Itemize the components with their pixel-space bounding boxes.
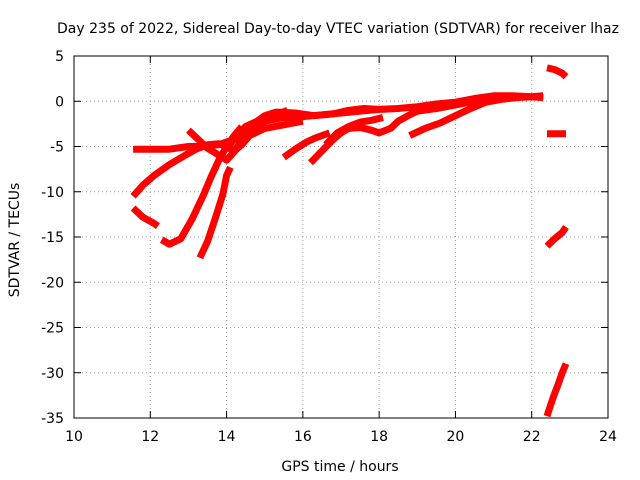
x-axis-label: GPS time / hours (281, 459, 398, 475)
series-track-7 (223, 105, 380, 153)
series-track-2 (130, 117, 304, 199)
series-track-8 (281, 129, 331, 161)
y-tick-label: -15 (41, 230, 64, 246)
series-track-3 (130, 205, 160, 229)
y-tick-label: -30 (41, 366, 64, 382)
y-tick-label: 5 (55, 49, 64, 65)
series-track-5 (196, 165, 234, 260)
x-tick-label: 22 (523, 429, 541, 445)
y-axis-label: SDTVAR / TECUs (7, 183, 23, 298)
y-tick-label: -20 (41, 275, 64, 291)
x-tick-label: 10 (65, 429, 83, 445)
series-track-6 (186, 107, 289, 164)
y-tick-label: -10 (41, 185, 64, 201)
series-track-10 (323, 114, 384, 148)
y-tick-label: -25 (41, 321, 64, 337)
x-tick-label: 14 (218, 429, 236, 445)
x-tick-label: 18 (370, 429, 388, 445)
x-tick-label: 20 (447, 429, 465, 445)
series-track-15 (543, 362, 570, 418)
chart-title: Day 235 of 2022, Sidereal Day-to-day VTE… (57, 21, 619, 37)
series-track-11 (408, 92, 544, 139)
plot-area (130, 64, 570, 418)
x-tick-label: 12 (141, 429, 159, 445)
y-tick-label: 0 (55, 94, 64, 110)
y-tick-label: -35 (41, 411, 64, 427)
y-tick-label: -5 (50, 140, 64, 156)
series-track-12 (546, 64, 569, 80)
axis-ticks: 10 12 14 16 18 20 22 24 5 0 -5 -10 -15 -20 -25 -30 -35 (41, 49, 617, 445)
x-tick-label: 24 (599, 429, 617, 445)
x-tick-label: 16 (294, 429, 312, 445)
series-track-14 (544, 225, 569, 249)
